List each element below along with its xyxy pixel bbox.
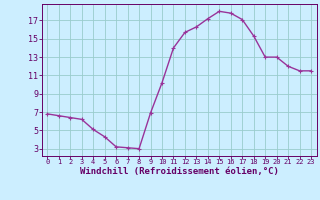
X-axis label: Windchill (Refroidissement éolien,°C): Windchill (Refroidissement éolien,°C) (80, 167, 279, 176)
